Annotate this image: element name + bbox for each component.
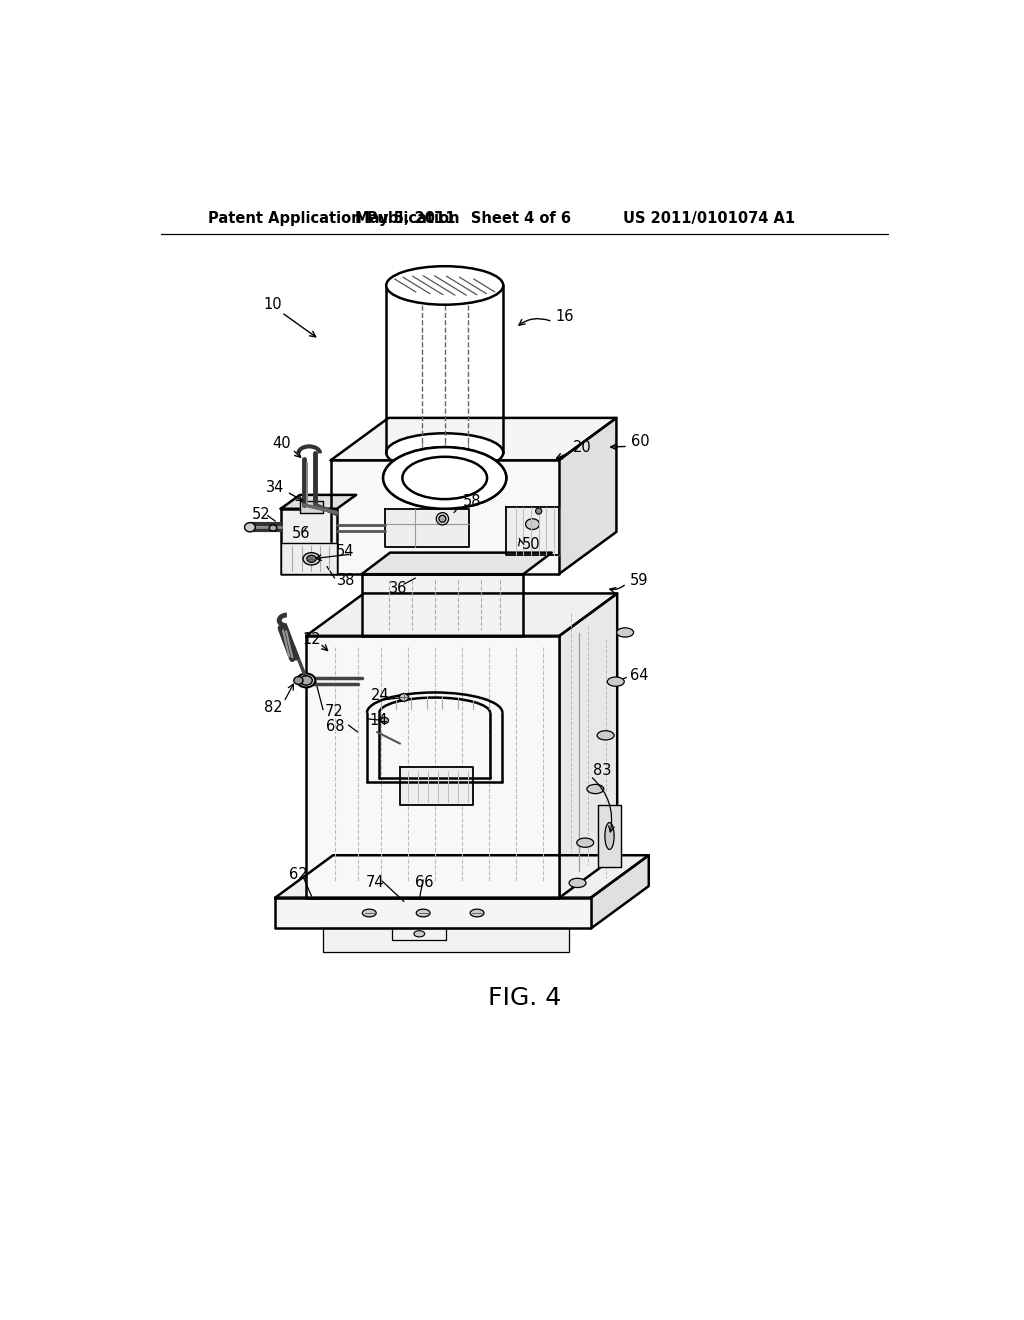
Polygon shape [331, 418, 616, 461]
Text: 83: 83 [593, 763, 611, 777]
Polygon shape [361, 553, 552, 574]
Polygon shape [306, 594, 617, 636]
Ellipse shape [402, 457, 487, 499]
Text: 72: 72 [325, 704, 343, 719]
Polygon shape [591, 855, 649, 928]
Ellipse shape [569, 878, 586, 887]
Ellipse shape [399, 693, 409, 701]
Polygon shape [392, 928, 446, 940]
Polygon shape [306, 636, 559, 898]
Text: 36: 36 [389, 581, 408, 595]
Polygon shape [281, 508, 337, 574]
Text: 56: 56 [292, 525, 310, 541]
Polygon shape [361, 574, 523, 636]
Ellipse shape [383, 447, 506, 508]
Text: 60: 60 [631, 434, 649, 449]
Text: May 5, 2011   Sheet 4 of 6: May 5, 2011 Sheet 4 of 6 [355, 211, 571, 226]
Ellipse shape [605, 822, 614, 850]
Ellipse shape [300, 676, 312, 685]
Polygon shape [300, 502, 323, 512]
Text: 52: 52 [252, 507, 270, 521]
Text: 38: 38 [337, 573, 355, 587]
Text: 62: 62 [289, 867, 308, 882]
Text: FIG. 4: FIG. 4 [488, 986, 561, 1010]
Ellipse shape [402, 457, 487, 499]
Text: 20: 20 [573, 440, 592, 454]
Text: US 2011/0101074 A1: US 2011/0101074 A1 [624, 211, 796, 226]
Text: 12: 12 [303, 632, 322, 647]
Ellipse shape [616, 628, 634, 638]
Text: 40: 40 [272, 436, 291, 451]
Polygon shape [400, 767, 473, 805]
Ellipse shape [383, 447, 506, 508]
Polygon shape [598, 805, 621, 867]
Ellipse shape [597, 731, 614, 741]
Ellipse shape [439, 515, 445, 523]
Ellipse shape [414, 931, 425, 937]
Ellipse shape [536, 508, 542, 515]
Ellipse shape [525, 519, 540, 529]
Ellipse shape [386, 433, 503, 471]
Polygon shape [323, 928, 569, 952]
Text: 10: 10 [264, 297, 283, 313]
Text: 16: 16 [556, 309, 574, 323]
Polygon shape [386, 285, 503, 453]
Polygon shape [281, 544, 337, 574]
Text: 50: 50 [521, 537, 541, 553]
Ellipse shape [307, 556, 316, 562]
Polygon shape [275, 898, 591, 928]
Text: 24: 24 [371, 688, 389, 704]
Ellipse shape [297, 673, 315, 688]
Polygon shape [331, 461, 559, 574]
Ellipse shape [381, 718, 388, 723]
Text: 64: 64 [630, 668, 648, 684]
Ellipse shape [362, 909, 376, 917]
Ellipse shape [386, 267, 503, 305]
Text: 82: 82 [264, 700, 283, 715]
Polygon shape [281, 495, 356, 508]
Text: 54: 54 [336, 544, 354, 558]
Text: Patent Application Publication: Patent Application Publication [208, 211, 459, 226]
Ellipse shape [436, 512, 449, 525]
Ellipse shape [294, 677, 303, 684]
Text: 14: 14 [370, 713, 388, 729]
Polygon shape [559, 594, 617, 898]
Ellipse shape [303, 553, 319, 565]
Ellipse shape [470, 909, 484, 917]
Text: 66: 66 [416, 875, 434, 890]
Text: 68: 68 [326, 719, 345, 734]
Polygon shape [385, 508, 469, 548]
Ellipse shape [245, 523, 255, 532]
Ellipse shape [416, 909, 430, 917]
Ellipse shape [607, 677, 625, 686]
Text: 74: 74 [367, 875, 385, 890]
Ellipse shape [577, 838, 594, 847]
Polygon shape [506, 507, 559, 554]
Text: 59: 59 [630, 573, 648, 587]
Ellipse shape [269, 525, 276, 531]
Polygon shape [559, 418, 616, 574]
Ellipse shape [587, 784, 604, 793]
Polygon shape [275, 855, 649, 898]
Text: 34: 34 [266, 479, 285, 495]
Text: 58: 58 [463, 494, 481, 510]
